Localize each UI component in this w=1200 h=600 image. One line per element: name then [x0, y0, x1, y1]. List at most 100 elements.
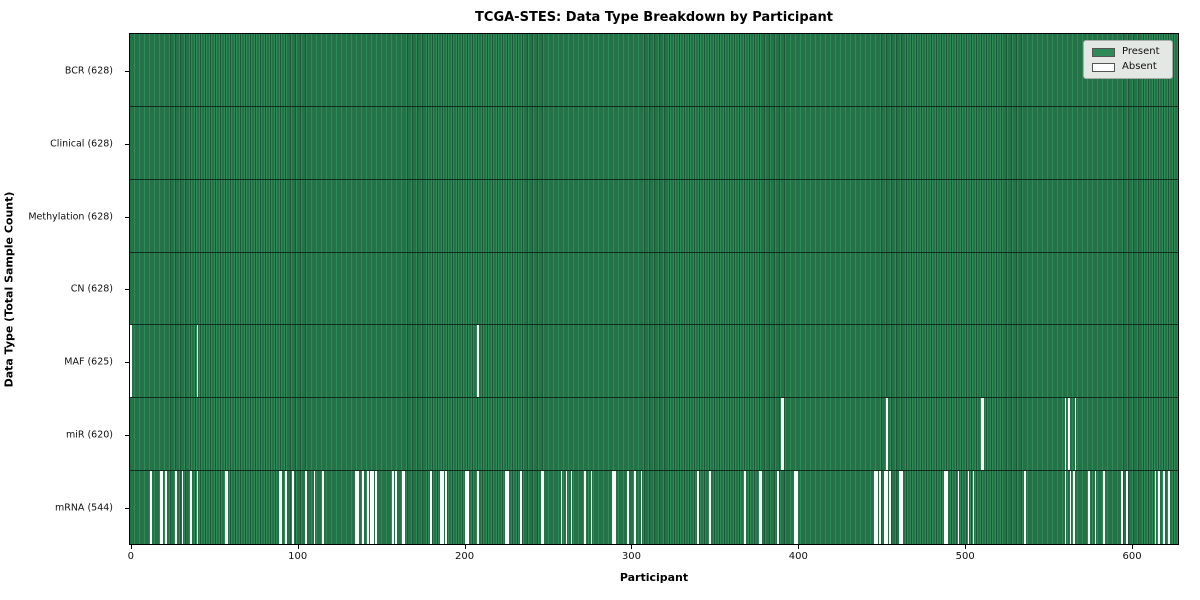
absent-stripe	[879, 471, 881, 544]
x-tick-mark	[465, 545, 466, 549]
absent-stripe	[633, 471, 636, 544]
absent-stripe	[899, 471, 901, 544]
absent-stripe	[366, 471, 369, 544]
absent-stripe	[900, 471, 903, 544]
absent-stripe	[1126, 471, 1128, 544]
absent-stripe	[196, 325, 199, 398]
y-tick-mark	[125, 217, 129, 218]
absent-stripe	[542, 471, 544, 544]
absent-stripe	[321, 471, 324, 544]
legend-swatch-absent	[1092, 62, 1115, 72]
absent-stripe	[520, 471, 523, 544]
absent-stripe	[1069, 471, 1072, 544]
x-tick-mark	[798, 545, 799, 549]
absent-stripe	[313, 471, 316, 544]
absent-stripe	[560, 471, 563, 544]
absent-stripe	[505, 471, 508, 544]
absent-stripe	[375, 471, 377, 544]
absent-stripe	[392, 471, 394, 544]
absent-stripe	[150, 471, 152, 544]
absent-stripe	[280, 471, 282, 544]
absent-stripe	[782, 398, 785, 471]
absent-stripe	[160, 471, 162, 544]
absent-stripe	[507, 471, 509, 544]
absent-stripe	[1157, 471, 1160, 544]
absent-stripe	[972, 471, 975, 544]
heatmap-row-mrna	[130, 471, 1178, 544]
legend-entry-absent: Absent	[1092, 62, 1164, 72]
absent-stripe	[181, 471, 184, 544]
absent-stripe	[760, 471, 763, 544]
absent-stripe	[370, 471, 372, 544]
absent-stripe	[889, 471, 891, 544]
row-separator	[130, 106, 1178, 107]
absent-stripe	[165, 471, 167, 544]
absent-stripe	[196, 471, 199, 544]
row-separator	[130, 324, 1178, 325]
heatmap-row-methylation	[130, 180, 1178, 253]
y-tick-labels: BCR (628) Clinical (628) Methylation (628)…	[0, 33, 121, 545]
absent-stripe	[361, 471, 364, 544]
heatmap-row-cn	[130, 253, 1178, 325]
x-tick-label: 300	[621, 551, 642, 562]
x-tick-mark	[965, 545, 966, 549]
absent-stripe	[442, 471, 444, 544]
y-tick-mark	[125, 508, 129, 509]
chart-title: TCGA-STES: Data Type Breakdown by Partic…	[475, 10, 833, 25]
absent-stripe	[355, 471, 357, 544]
x-tick-label: 400	[788, 551, 808, 562]
y-tick-label: miR (620)	[65, 429, 113, 440]
absent-stripe	[371, 471, 374, 544]
absent-stripe	[709, 471, 711, 544]
x-tick-label: 500	[955, 551, 975, 562]
legend-label: Present	[1122, 46, 1160, 57]
absent-stripe	[982, 398, 985, 471]
absent-stripe	[612, 471, 614, 544]
row-separator	[130, 470, 1178, 471]
legend-swatch-present	[1092, 47, 1115, 57]
y-tick-mark	[125, 144, 129, 145]
absent-stripe	[697, 471, 700, 544]
y-tick-label: MAF (625)	[64, 356, 113, 367]
absent-stripe	[640, 471, 643, 544]
absent-stripe	[445, 471, 448, 544]
legend-entry-present: Present	[1092, 47, 1164, 57]
absent-stripe	[430, 471, 433, 544]
y-tick-label: mRNA (544)	[54, 502, 113, 513]
absent-stripe	[190, 471, 192, 544]
legend-label: Absent	[1122, 61, 1157, 72]
absent-stripe	[395, 471, 397, 544]
y-tick-label: Methylation (628)	[28, 211, 113, 222]
y-tick-label: Clinical (628)	[50, 138, 113, 149]
absent-stripe	[402, 471, 404, 544]
x-tick-label: 200	[455, 551, 475, 562]
heatmap-row-clinical	[130, 107, 1178, 180]
absent-stripe	[1067, 398, 1070, 471]
heatmap-row-mir	[130, 398, 1178, 471]
absent-stripe	[225, 471, 227, 544]
absent-stripe	[885, 398, 888, 471]
absent-stripe	[175, 471, 177, 544]
absent-stripe	[794, 471, 796, 544]
heatmap-row-bcr	[130, 34, 1178, 107]
y-tick-mark	[125, 435, 129, 436]
y-tick-label: BCR (628)	[64, 65, 113, 76]
absent-stripe	[356, 471, 359, 544]
y-tick-mark	[125, 71, 129, 72]
absent-stripe	[885, 471, 888, 544]
absent-stripe	[477, 471, 479, 544]
absent-stripe	[278, 471, 281, 544]
absent-stripe	[467, 471, 469, 544]
x-tick-mark	[298, 545, 299, 549]
x-tick-label: 600	[1122, 551, 1142, 562]
absent-stripe	[957, 471, 960, 544]
x-tick-label: 0	[127, 551, 135, 562]
absent-stripe	[1072, 471, 1075, 544]
absent-stripe	[759, 471, 761, 544]
absent-stripe	[1094, 471, 1097, 544]
x-tick-mark	[631, 545, 632, 549]
absent-stripe	[874, 471, 876, 544]
absent-stripe	[565, 471, 568, 544]
absent-stripe	[967, 471, 970, 544]
absent-stripe	[1087, 471, 1090, 544]
